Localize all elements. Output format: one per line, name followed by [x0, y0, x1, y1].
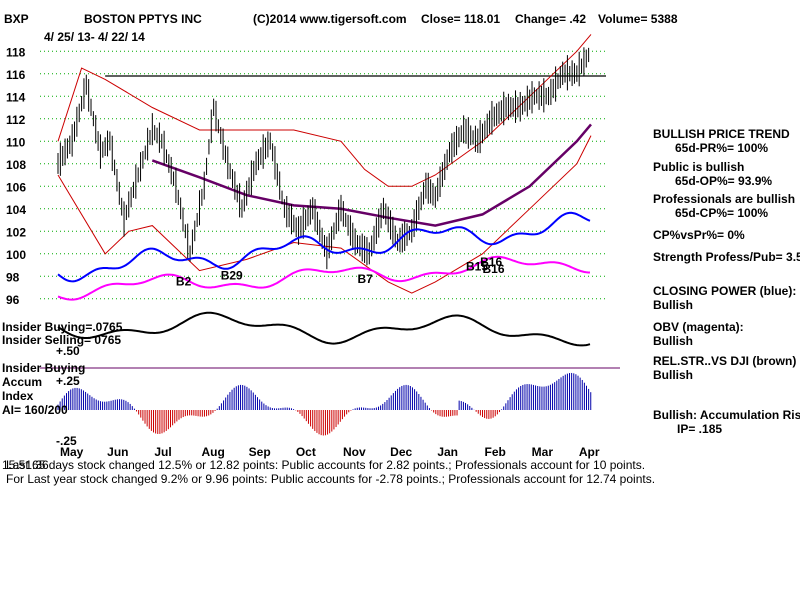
date-range: 4/ 25/ 13- 4/ 22/ 14	[44, 30, 145, 44]
ai-label: AI= 160/200	[2, 403, 68, 417]
x-tick-label: Oct	[296, 445, 316, 459]
y-tick-label: 116	[6, 68, 26, 82]
y-tick-label: 106	[6, 180, 26, 194]
x-tick-label: Dec	[390, 445, 412, 459]
x-tick-label: Mar	[532, 445, 554, 459]
y-tick-label: 110	[6, 135, 26, 149]
obv-status: Bullish	[653, 334, 694, 348]
accumulation-title: Bullish: Accumulation Rising	[653, 408, 800, 422]
x-tick-label: Apr	[579, 445, 600, 459]
insider-selling-label: Insider Selling= 0765	[2, 333, 122, 347]
plus-25-label: +.25	[56, 374, 80, 388]
y-tick-label: 104	[6, 203, 26, 217]
relstr-title: REL.STR..VS DJI (brown)	[653, 354, 797, 368]
footer-line-1: Last 65 days stock changed 12.5% or 12.8…	[6, 458, 646, 472]
y-tick-label: 108	[6, 158, 26, 172]
cp-vs-pr: CP%vsPr%= 0%	[653, 228, 745, 242]
signal-label: B7	[358, 272, 374, 286]
volume-value: Volume= 5388	[598, 12, 678, 26]
closing-power-status: Bullish	[653, 298, 694, 312]
y-tick-label: 118	[6, 45, 26, 59]
copyright: (C)2014 www.tigersoft.com	[253, 12, 407, 26]
ip-value: IP= .185	[677, 422, 723, 436]
x-tick-label: Jan	[437, 445, 458, 459]
x-tick-label: Feb	[485, 445, 506, 459]
closing-power-line	[57, 211, 591, 283]
signal-label: B16	[480, 255, 502, 269]
x-tick-label: Sep	[249, 445, 271, 459]
y-tick-label: 114	[6, 90, 26, 104]
relstr-status: Bullish	[653, 368, 694, 382]
change-value: Change= .42	[515, 12, 587, 26]
ticker-symbol: BXP	[4, 12, 29, 26]
obv-title: OBV (magenta):	[653, 320, 744, 334]
cp-value: 65d-CP%= 100%	[675, 206, 769, 220]
x-tick-label: Jun	[107, 445, 128, 459]
upper-band-line	[57, 34, 592, 187]
trend-title: BULLISH PRICE TREND	[653, 127, 790, 141]
x-tick-label: Aug	[202, 445, 225, 459]
signal-label: B15	[466, 260, 488, 274]
insider-buying-label-2: Insider Buying	[2, 361, 86, 375]
signal-label: B16	[483, 262, 505, 276]
signal-label: B29	[221, 269, 243, 283]
x-tick-label: May	[60, 445, 84, 459]
pr-value: 65d-PR%= 100%	[675, 141, 769, 155]
professionals-title: Professionals are bullish	[653, 192, 796, 206]
footer-line-2: For Last year stock changed 9.2% or 9.96…	[6, 472, 656, 486]
insider-buying-label: Insider Buying=.0765	[2, 320, 123, 334]
lower-band-line	[57, 135, 592, 294]
y-tick-label: 102	[6, 225, 26, 239]
relative-strength-line	[57, 311, 591, 347]
index-label: Index	[2, 389, 34, 403]
x-tick-label: Jul	[154, 445, 171, 459]
close-price: Close= 118.01	[421, 12, 501, 26]
y-tick-label: 112	[6, 113, 26, 127]
obv-line	[57, 255, 590, 301]
y-tick-label: 96	[6, 293, 20, 307]
plus-50-label: +.50	[56, 344, 80, 358]
public-title: Public is bullish	[653, 160, 745, 174]
y-tick-label: 100	[6, 248, 26, 262]
op-value: 65d-OP%= 93.9%	[675, 174, 773, 188]
accum-label: Accum	[2, 375, 43, 389]
y-tick-label: 98	[6, 270, 20, 284]
footer-time-overlay: 15:51:36	[2, 458, 49, 472]
strength-ratio: Strength Profess/Pub= 3.5	[653, 250, 800, 264]
minus-25-label: -.25	[56, 434, 77, 448]
company-name: BOSTON PPTYS INC	[84, 12, 202, 26]
x-tick-label: Nov	[343, 445, 366, 459]
signal-label: B2	[176, 274, 192, 288]
closing-power-title: CLOSING POWER (blue):	[653, 284, 797, 298]
